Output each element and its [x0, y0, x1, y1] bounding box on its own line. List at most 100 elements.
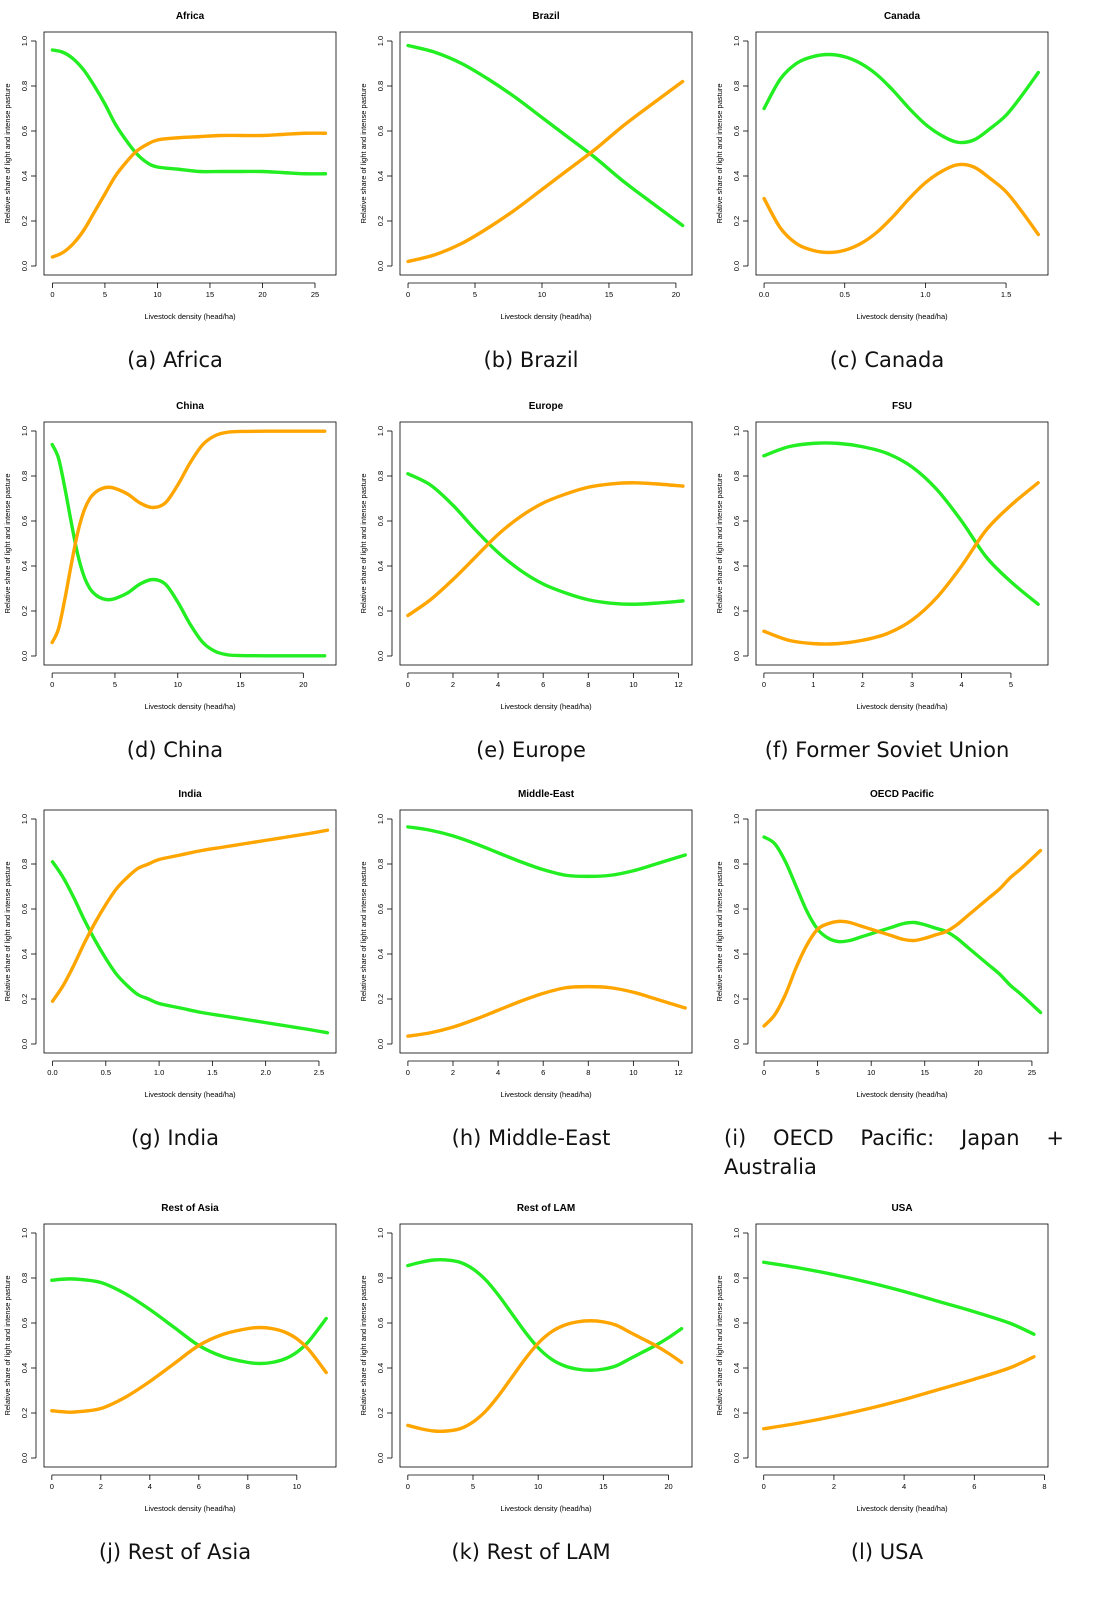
line-chart: Brazil 0.0 0.2 0.4 0.6 0.8 1.0 0 5 10 15 20 Livestoc…: [359, 11, 693, 321]
x-axis-label: Livestock density (head/ha): [500, 702, 592, 711]
x-axis-label: Livestock density (head/ha): [856, 312, 948, 321]
x-tick-label: 2: [99, 1482, 103, 1491]
y-tick-label: 0.6: [20, 126, 29, 136]
subfigure-caption: (j) Rest of Asia: [98, 1540, 252, 1564]
x-tick-label: 4: [496, 1068, 500, 1077]
chart-panel: Canada 0.0 0.2 0.4 0.6 0.8 1.0 0.0 0.5 1.0 1.5 Live…: [712, 0, 1062, 330]
y-tick-label: 0.4: [376, 561, 385, 571]
y-axis-label: Relative share of light and intense past…: [359, 1275, 368, 1415]
y-tick-label: 1.0: [20, 814, 29, 824]
x-axis-label: Livestock density (head/ha): [856, 1504, 948, 1513]
x-tick-label: 2: [451, 680, 455, 689]
orange-series-line: [406, 481, 685, 618]
orange-series-line: [406, 1319, 684, 1433]
x-tick-label: 0: [50, 290, 54, 299]
y-axis-label: Relative share of light and intense past…: [715, 83, 724, 223]
y-tick-label: 0.4: [732, 949, 741, 959]
y-tick-label: 0.8: [732, 81, 741, 91]
y-tick-label: 0.6: [376, 516, 385, 526]
subfigure-caption: (k) Rest of LAM: [451, 1540, 611, 1564]
x-tick-label: 20: [258, 290, 266, 299]
y-tick-label: 0.6: [20, 1318, 29, 1328]
x-tick-label: 12: [674, 680, 682, 689]
x-tick-label: 0: [50, 680, 54, 689]
x-tick-label: 8: [1042, 1482, 1046, 1491]
plot-frame: [399, 421, 693, 666]
y-tick-label: 0.2: [732, 1408, 741, 1418]
chart-title: USA: [891, 1203, 912, 1214]
subfigure-caption: (e) Europe: [476, 738, 586, 762]
y-tick-label: 0.8: [376, 859, 385, 869]
x-tick-label: 0: [50, 1482, 54, 1491]
y-tick-label: 1.0: [732, 36, 741, 46]
subfigure-caption: (d) China: [126, 738, 224, 762]
line-chart: Africa 0.0 0.2 0.4 0.6 0.8 1.0 0 5 10 15 20 25 Livest…: [3, 11, 337, 321]
x-tick-label: 0: [762, 1068, 766, 1077]
y-axis-label: Relative share of light and intense past…: [3, 473, 12, 613]
orange-series-line: [406, 984, 687, 1038]
x-tick-label: 20: [299, 680, 307, 689]
y-tick-label: 0.8: [376, 1273, 385, 1283]
subfigure-caption: (h) Middle-East: [451, 1126, 611, 1150]
y-tick-label: 0.0: [376, 1453, 385, 1463]
subfigure-caption: (a) Africa: [127, 348, 223, 372]
x-tick-label: 0: [406, 680, 410, 689]
x-axis-label: Livestock density (head/ha): [144, 1504, 236, 1513]
x-tick-label: 2: [861, 680, 865, 689]
plot-frame: [755, 31, 1049, 276]
plot-frame: [399, 809, 693, 1054]
x-tick-label: 10: [153, 290, 161, 299]
chart-title: China: [176, 401, 204, 412]
line-chart: FSU 0.0 0.2 0.4 0.6 0.8 1.0 0 1 2 3 4 5 Livestock den…: [715, 401, 1049, 711]
x-tick-label: 4: [902, 1482, 906, 1491]
y-tick-label: 0.2: [376, 606, 385, 616]
x-tick-label: 8: [246, 1482, 250, 1491]
x-tick-label: 10: [867, 1068, 875, 1077]
chart-panel: China 0.0 0.2 0.4 0.6 0.8 1.0 0 5 10 15 20 Livestock…: [0, 390, 350, 720]
y-tick-label: 0.6: [20, 904, 29, 914]
plot-frame: [43, 1223, 337, 1468]
x-tick-label: 4: [496, 680, 500, 689]
y-tick-label: 1.0: [376, 36, 385, 46]
orange-series-line: [50, 429, 327, 645]
chart-title: India: [178, 789, 202, 800]
green-series-line: [762, 441, 1040, 606]
y-axis-label: Relative share of light and intense past…: [359, 473, 368, 613]
y-tick-label: 0.6: [732, 904, 741, 914]
chart-panel: USA 0.0 0.2 0.4 0.6 0.8 1.0 0 2 4 6 8 Livestock dens…: [712, 1192, 1062, 1522]
x-tick-label: 6: [541, 680, 545, 689]
chart-panel: Middle-East 0.0 0.2 0.4 0.6 0.8 1.0 0 2 4 6 8 10 12 Li…: [356, 778, 706, 1108]
plot-frame: [755, 1223, 1049, 1468]
y-tick-label: 0.6: [376, 126, 385, 136]
y-tick-label: 1.0: [376, 1228, 385, 1238]
y-tick-label: 0.6: [20, 516, 29, 526]
plot-frame: [43, 31, 337, 276]
y-axis-label: Relative share of light and intense past…: [3, 861, 12, 1001]
x-axis-label: Livestock density (head/ha): [144, 702, 236, 711]
line-chart: Canada 0.0 0.2 0.4 0.6 0.8 1.0 0.0 0.5 1.0 1.5 Live…: [715, 11, 1049, 321]
green-series-line: [762, 52, 1041, 145]
y-tick-label: 0.4: [20, 949, 29, 959]
x-tick-label: 10: [629, 680, 637, 689]
y-tick-label: 1.0: [376, 814, 385, 824]
x-tick-label: 12: [674, 1068, 682, 1077]
y-tick-label: 0.6: [732, 516, 741, 526]
x-tick-label: 0: [406, 290, 410, 299]
x-tick-label: 1.0: [920, 290, 930, 299]
x-axis-label: Livestock density (head/ha): [856, 702, 948, 711]
chart-panel: India 0.0 0.2 0.4 0.6 0.8 1.0 0.0 0.5 1.0 1.5 2.0 2.…: [0, 778, 350, 1108]
orange-series-line: [762, 481, 1040, 646]
y-tick-label: 0.8: [732, 859, 741, 869]
y-tick-label: 0.2: [732, 216, 741, 226]
x-tick-label: 10: [293, 1482, 301, 1491]
y-tick-label: 0.6: [732, 1318, 741, 1328]
x-axis-label: Livestock density (head/ha): [144, 312, 236, 321]
chart-panel: Africa 0.0 0.2 0.4 0.6 0.8 1.0 0 5 10 15 20 25 Livest…: [0, 0, 350, 330]
y-tick-label: 1.0: [376, 426, 385, 436]
y-tick-label: 0.0: [732, 1039, 741, 1049]
y-tick-label: 0.4: [732, 1363, 741, 1373]
green-series-line: [50, 442, 327, 658]
green-series-line: [762, 1260, 1036, 1336]
chart-panel: OECD Pacific 0.0 0.2 0.4 0.6 0.8 1.0 0 5 10 15 20 25…: [712, 778, 1062, 1108]
chart-panel: Brazil 0.0 0.2 0.4 0.6 0.8 1.0 0 5 10 15 20 Livestoc…: [356, 0, 706, 330]
